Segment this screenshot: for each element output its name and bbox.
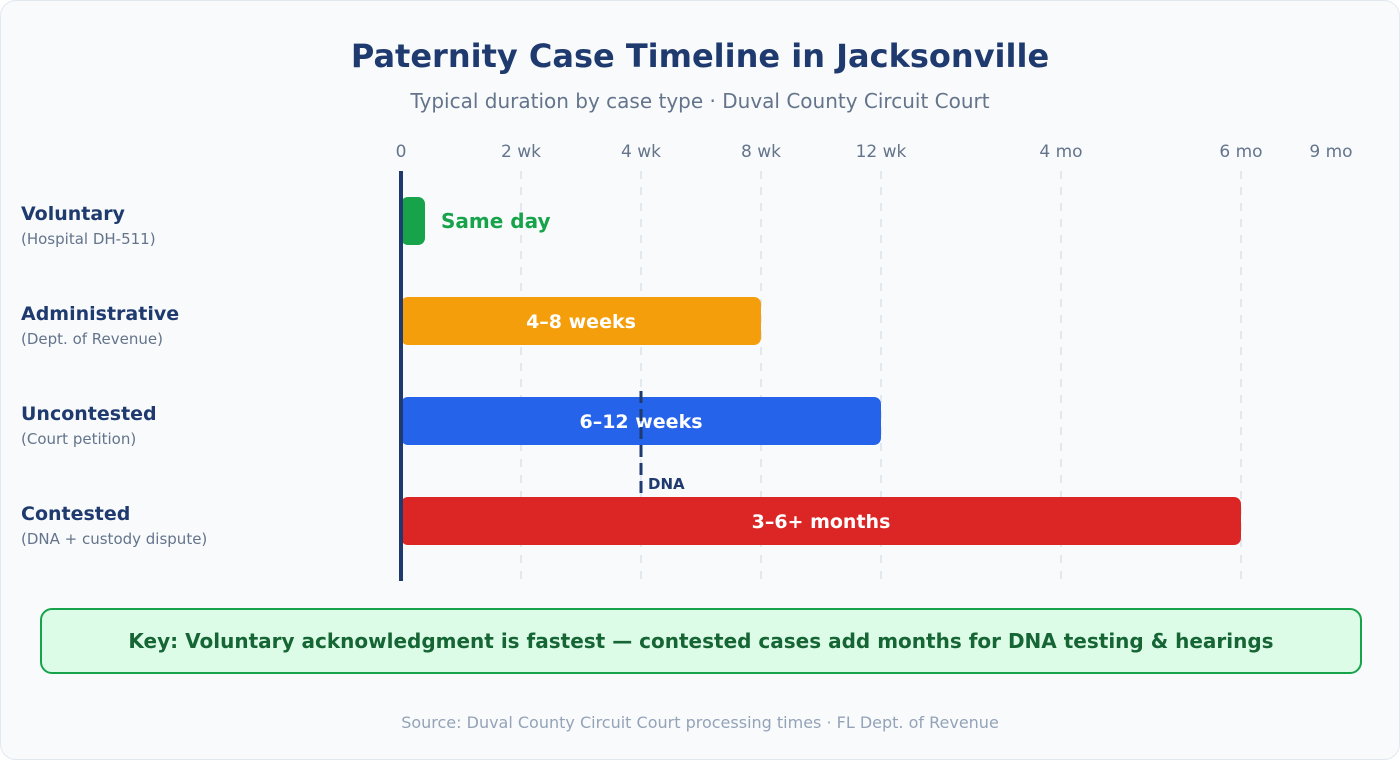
key-note: Key: Voluntary acknowledgment is fastest…	[40, 608, 1362, 674]
timeline-chart: 0 2 wk 4 wk 8 wk 12 wk 4 mo 6 mo 9 mo Voluntary (…	[21, 142, 1353, 581]
x-tick-label: 9 mo	[1309, 142, 1352, 162]
category-sublabel: (Dept. of Revenue)	[21, 330, 163, 348]
x-tick-label: 6 mo	[1219, 142, 1262, 162]
dna-marker-label: DNA	[648, 475, 685, 493]
bar-label: 3–6+ months	[752, 511, 891, 533]
bar-label: 6–12 weeks	[579, 411, 702, 433]
x-tick-label: 2 wk	[501, 142, 541, 162]
category-sublabel: (Court petition)	[21, 430, 136, 448]
chart-title: Paternity Case Timeline in Jacksonville	[350, 37, 1050, 75]
bar-contested	[401, 497, 1241, 545]
bar-label: 4–8 weeks	[526, 311, 636, 333]
x-tick-label: 0	[396, 142, 407, 162]
bar-administrative	[401, 297, 761, 345]
chart-subtitle: Typical duration by case type · Duval Co…	[410, 89, 990, 113]
category-sublabel: (DNA + custody dispute)	[21, 530, 207, 548]
bar-label: Same day	[441, 209, 551, 233]
x-tick-label: 12 wk	[856, 142, 907, 162]
x-tick-label: 8 wk	[741, 142, 781, 162]
source-note: Source: Duval County Circuit Court proce…	[401, 713, 999, 732]
bar-voluntary	[401, 197, 425, 245]
category-sublabel: (Hospital DH-511)	[21, 230, 156, 248]
category-label: Administrative	[21, 303, 179, 325]
category-label: Voluntary	[21, 203, 126, 225]
category-label: Contested	[21, 503, 130, 525]
x-tick-label: 4 wk	[621, 142, 661, 162]
x-tick-label: 4 mo	[1039, 142, 1082, 162]
category-label: Uncontested	[21, 403, 157, 425]
